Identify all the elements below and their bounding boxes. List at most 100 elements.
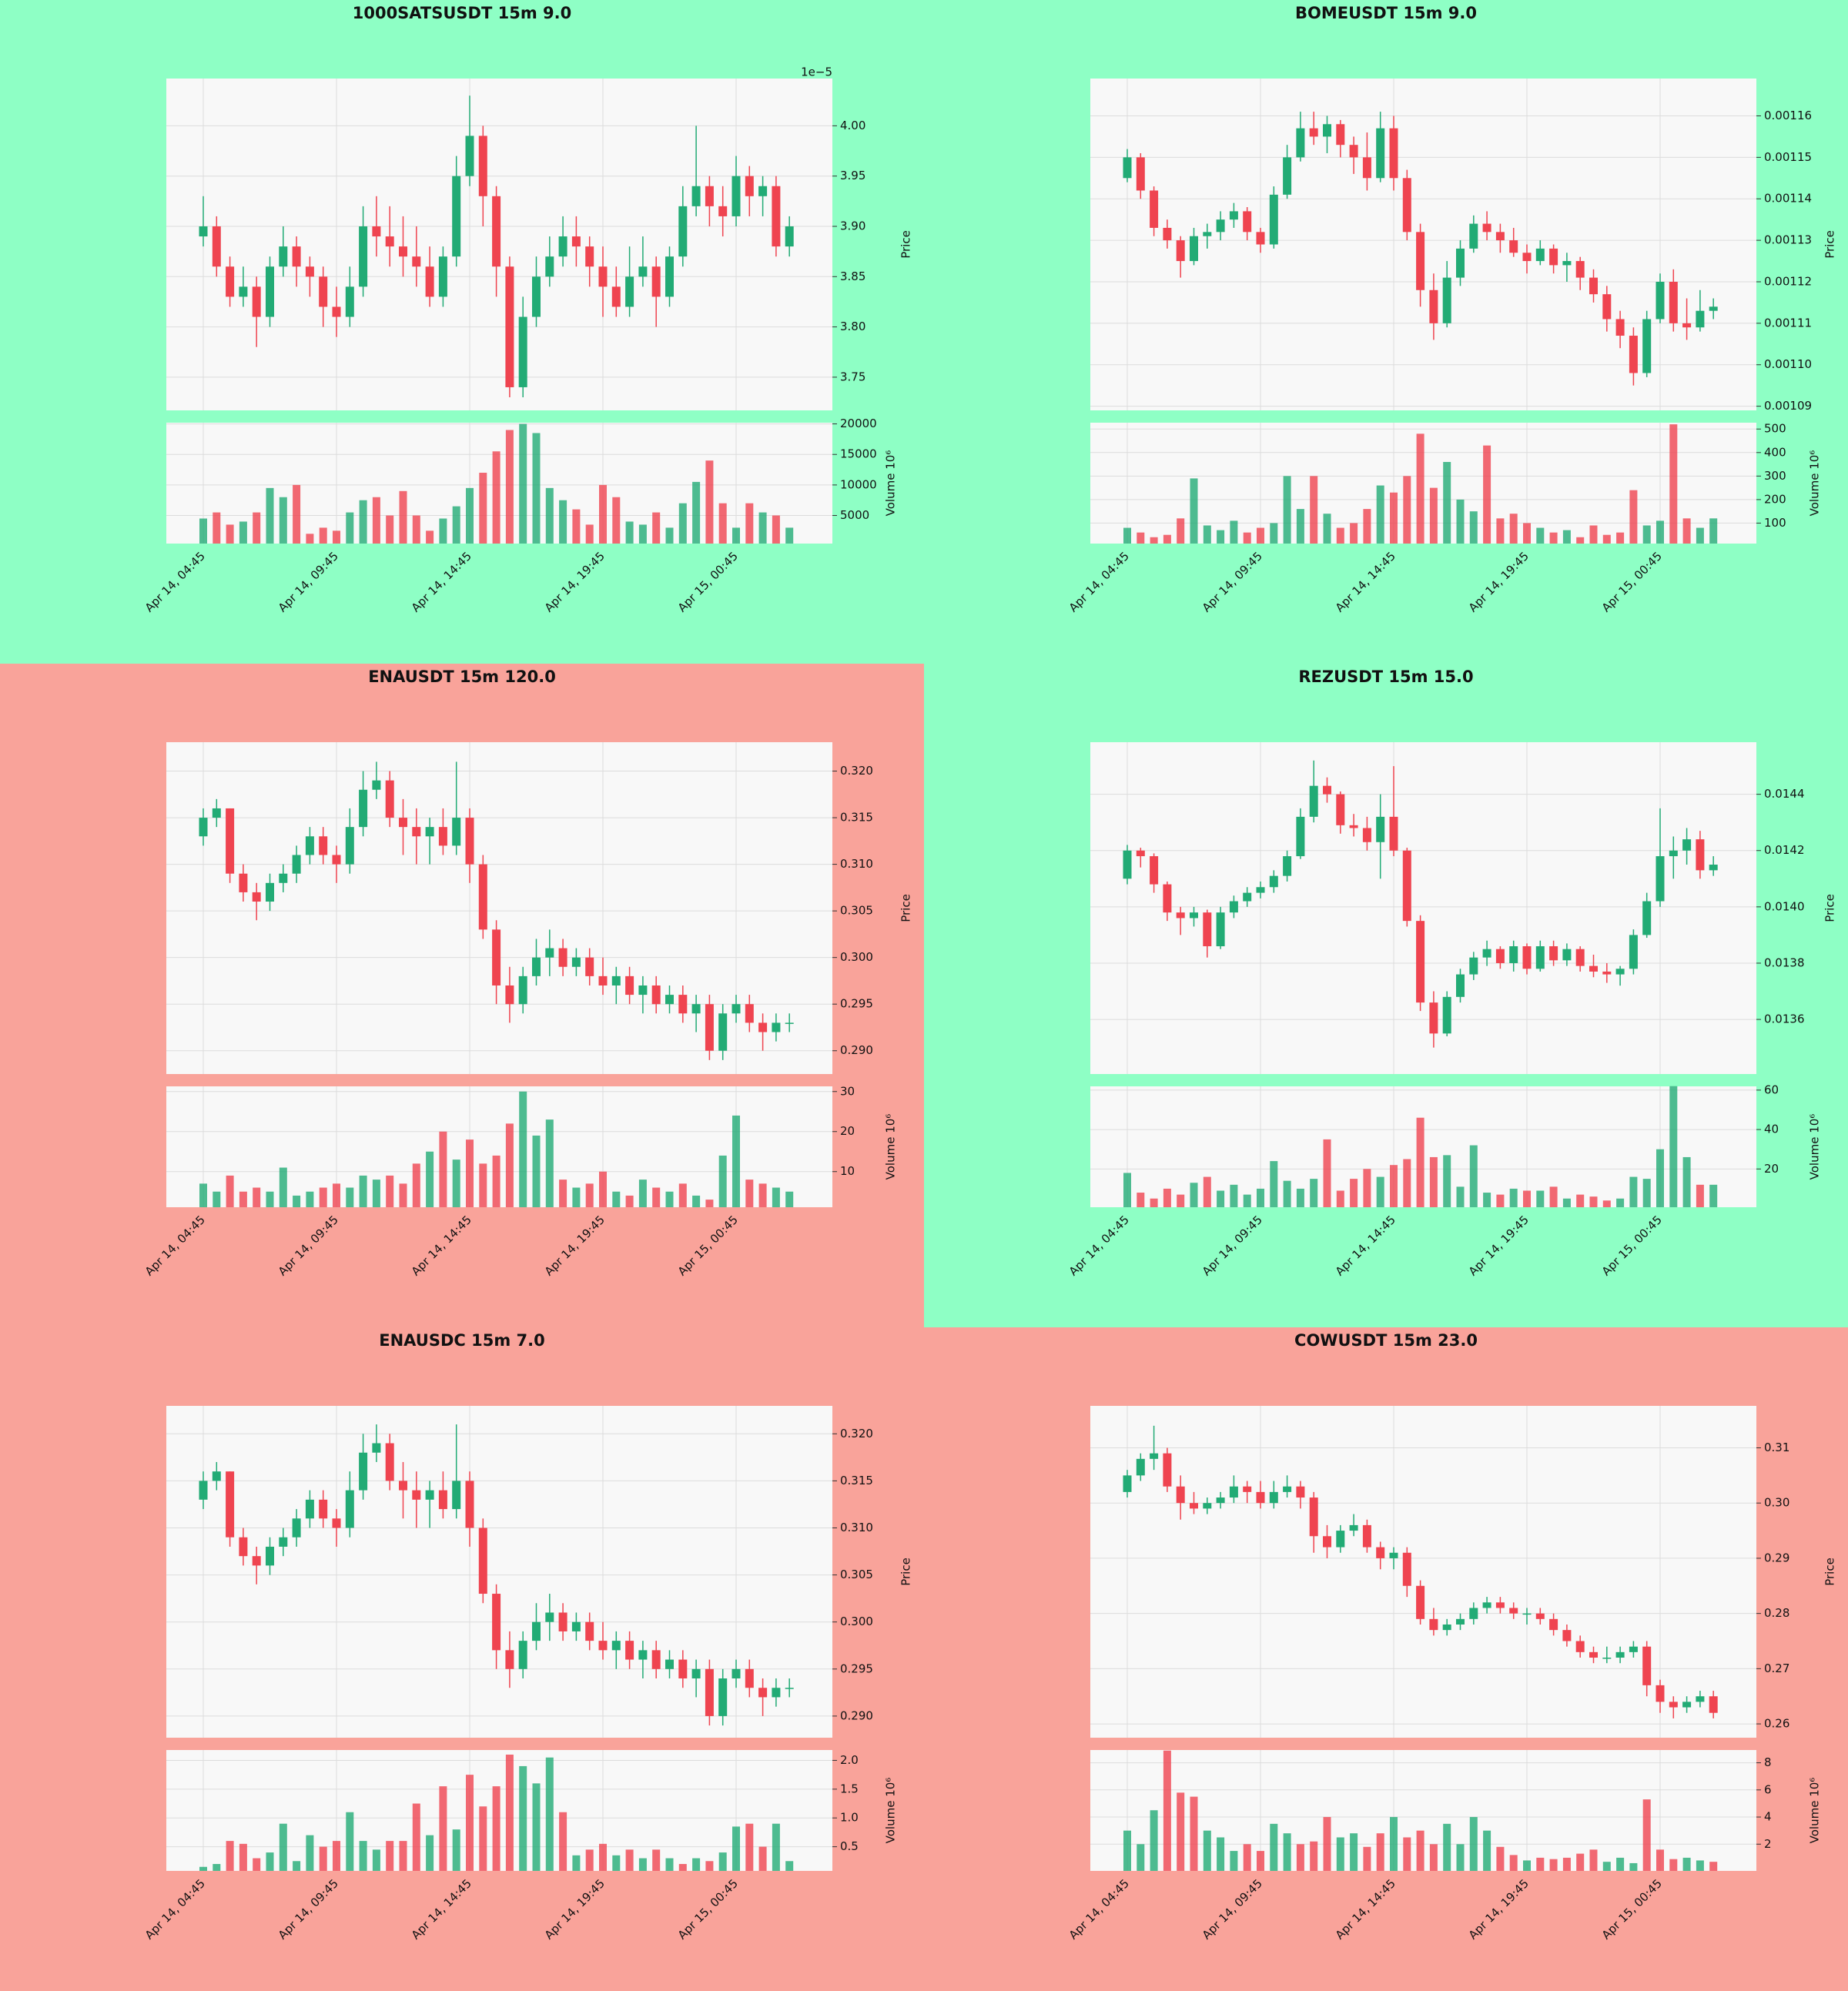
candle-body [1495,949,1505,963]
candle-body [1682,1702,1692,1708]
candle-body [585,246,594,267]
y-tick-label: 0.00112 [1764,274,1812,288]
volume-bar [466,1139,474,1207]
candle-body [1176,912,1185,919]
candle-body [359,226,368,287]
candle-body [1362,828,1371,842]
candle-body [1669,850,1678,857]
candle-body [785,1688,794,1689]
plot-area [1090,742,1756,1074]
volume-tick-label: 15000 [840,447,877,461]
volume-bar [505,1123,514,1207]
volume-bar [638,1858,647,1871]
candle-body [1669,1702,1678,1708]
volume-bar [452,506,460,544]
volume-axis-label: Volume 10⁶ [884,1114,898,1180]
candle-body [545,1612,554,1622]
y-tick-label: 0.27 [1764,1661,1789,1675]
volume-tick-label: 20 [840,1124,855,1138]
volume-bar [1363,1846,1371,1871]
candle-body [1136,1458,1145,1476]
volume-bar [452,1159,460,1207]
volume-bar [692,1195,701,1207]
y-tick-label: 0.315 [840,811,873,825]
volume-bar [1682,1857,1691,1871]
candle-body [199,226,208,237]
volume-bar [1669,1859,1678,1871]
volume-tick-label: 5000 [840,508,869,522]
candle-body [1642,901,1652,935]
volume-bar [745,1823,754,1871]
volume-bar [239,1191,247,1207]
volume-bar [253,1858,261,1871]
volume-bar [1509,1855,1518,1871]
candle-body [1549,946,1558,961]
candle-body [1243,211,1252,233]
volume-bar [359,500,367,544]
volume-bar [492,451,500,544]
volume-bar [545,487,554,544]
candle-body [1296,128,1305,158]
volume-bar [678,1864,687,1871]
candle-body [518,1641,527,1669]
volume-bar [1243,532,1251,544]
volume-bar [293,1195,301,1207]
volume-bar [1163,1188,1171,1207]
volume-bar [1203,1176,1211,1207]
volume-bar [1523,523,1531,544]
volume-tick-label: 100 [1764,516,1786,530]
volume-bar [1336,527,1344,544]
volume-bar [1270,523,1278,544]
volume-bar [665,1191,674,1207]
candle-body [665,1659,674,1669]
candle-body [718,1013,728,1051]
y-tick-label: 0.300 [840,1615,873,1628]
candle-body [1442,1624,1451,1631]
volume-bar [1523,1860,1531,1871]
candle-body [1402,1552,1411,1586]
candle-body [598,975,608,985]
y-tick-label: 0.295 [840,1661,873,1675]
candle-body [772,1688,781,1698]
volume-bar [1177,518,1185,544]
candle-body [758,1022,768,1032]
volume-bar [479,473,487,544]
volume-bar [333,1841,340,1871]
volume-bar [692,481,701,544]
candle-body [1190,912,1198,919]
candle-body [598,1641,608,1651]
volume-bar [585,1183,594,1207]
volume-bar [1536,1857,1545,1871]
volume-bar [1602,1862,1611,1871]
candle-body [1402,850,1411,922]
volume-bar [1469,1817,1478,1871]
candle-body [385,1443,394,1481]
candle-body [359,1452,368,1491]
volume-bar [1456,1186,1465,1207]
candle-body [1416,1585,1425,1619]
candle-body [1256,1491,1265,1504]
candle-body [678,995,688,1014]
volume-bar [1696,527,1704,544]
y-axis-label: Price [1823,230,1837,259]
volume-bar [1350,1833,1358,1871]
candle-body [1416,921,1425,1003]
y-tick-label: 0.00113 [1764,233,1812,247]
volume-bar [1243,1844,1251,1871]
volume-bar [1549,1186,1558,1207]
candle-body [412,1490,421,1500]
y-tick-label: 0.0140 [1764,899,1805,913]
volume-bar [213,512,221,544]
candle-body [1709,306,1718,311]
volume-bar [1469,511,1478,544]
candle-body [372,780,381,790]
volume-bar [213,1191,221,1207]
volume-bar [1576,1853,1585,1871]
volume-bar [678,1183,687,1207]
volume-bar [1616,532,1625,544]
y-tick-label: 0.310 [840,1521,873,1534]
candle-body [412,827,421,837]
volume-bar [253,512,261,544]
candle-body [558,236,567,257]
volume-bar [1589,525,1598,544]
